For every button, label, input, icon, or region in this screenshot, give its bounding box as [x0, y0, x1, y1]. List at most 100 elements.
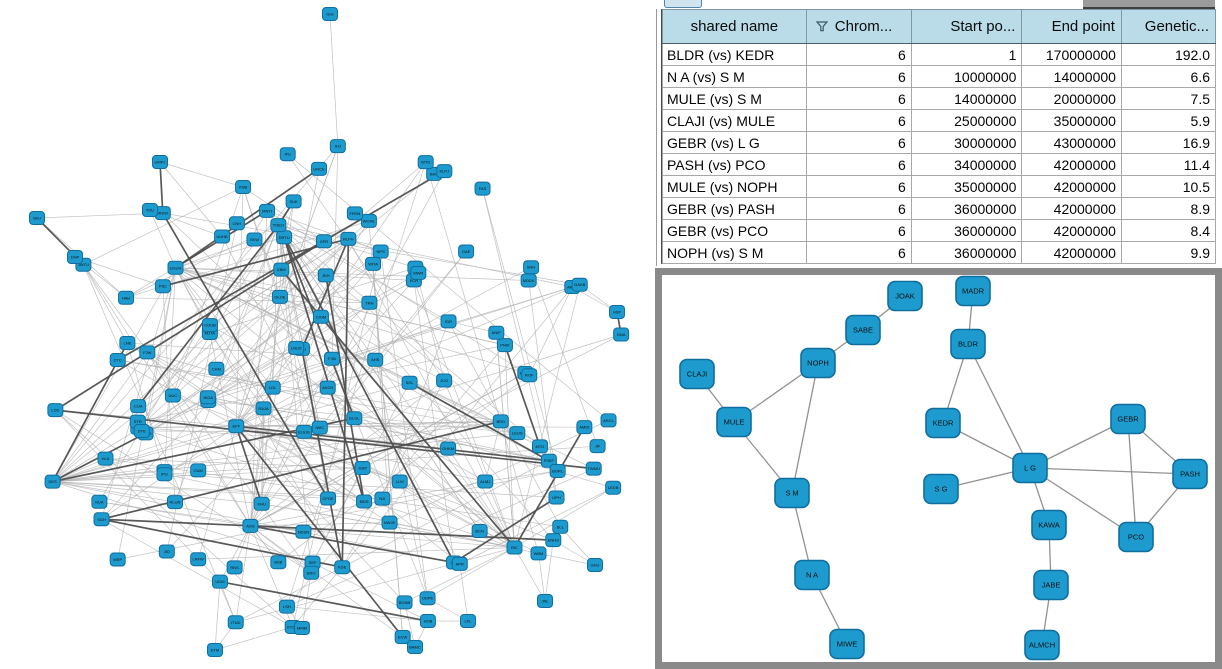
network-node[interactable]: IFU [279, 147, 296, 162]
network-node[interactable]: ALMJ [477, 474, 494, 489]
table-cell[interactable]: 6 [805, 241, 912, 264]
network-node[interactable]: HLA [97, 451, 114, 466]
table-cell[interactable]: 36000000 [910, 219, 1023, 242]
network-node[interactable]: ITUD [227, 615, 244, 630]
column-header-shared-name[interactable]: shared name [662, 9, 807, 44]
scrollbar-fragment[interactable] [1083, 0, 1215, 9]
table-cell[interactable]: 5.9 [1120, 109, 1217, 132]
table-cell[interactable]: 170000000 [1021, 43, 1122, 66]
network-node[interactable]: OLOE [271, 289, 288, 304]
network-node[interactable]: FAS [474, 181, 491, 196]
network-node[interactable]: BGNB [396, 595, 413, 610]
network-node[interactable]: EUUG [296, 424, 313, 439]
network-node[interactable]: CTC [109, 352, 126, 367]
network-view-secondary[interactable]: JOAK SABE NOPH CLAJI MULE S M N A MIWE MADR BLDR K… [662, 275, 1215, 662]
network-node[interactable]: JKOA [199, 390, 216, 405]
table-cell[interactable]: 6 [805, 197, 912, 220]
network-node[interactable]: NDSN [295, 524, 312, 539]
network-node[interactable]: MWR [410, 265, 427, 280]
table-cell[interactable]: 34000000 [910, 153, 1023, 176]
network-node[interactable]: OUM [190, 463, 207, 478]
node-GEBR[interactable]: GEBR [1110, 403, 1146, 435]
table-cell[interactable]: 6.6 [1120, 65, 1217, 88]
network-node[interactable]: NPS [372, 244, 389, 259]
network-node[interactable]: JIF [589, 439, 606, 454]
column-header-genetic[interactable]: Genetic... [1120, 9, 1217, 44]
filter-funnel-icon[interactable] [815, 21, 828, 32]
network-node[interactable]: ARCL [600, 413, 617, 428]
network-node[interactable]: JCO [436, 373, 453, 388]
network-node[interactable]: JNL [537, 594, 553, 608]
network-node[interactable]: AOS [242, 518, 259, 533]
column-header-start-position[interactable]: Start po... [910, 9, 1023, 44]
table-cell[interactable]: BLDR (vs) KEDR [662, 43, 807, 66]
network-node[interactable]: FJW [139, 345, 156, 360]
network-node[interactable]: HAH [118, 290, 135, 305]
network-node[interactable]: AHS [367, 352, 384, 367]
network-node[interactable]: BSB [270, 555, 287, 570]
network-node[interactable]: WITA [365, 256, 382, 271]
network-node[interactable]: WCML [360, 213, 377, 228]
column-header-end-point[interactable]: End point [1021, 9, 1122, 44]
table-cell[interactable]: 36000000 [910, 197, 1023, 220]
network-node[interactable]: KBM [273, 262, 290, 277]
table-cell[interactable]: 42000000 [1021, 153, 1122, 176]
node-S-G[interactable]: S G [923, 473, 959, 505]
network-node[interactable]: FFEM [346, 206, 363, 221]
network-node[interactable]: UDM [211, 574, 228, 589]
network-node[interactable]: UGUH [167, 260, 184, 275]
network-node[interactable]: FJN [323, 351, 340, 366]
table-cell[interactable]: 25000000 [910, 109, 1023, 132]
node-JOAK[interactable]: JOAK [887, 280, 923, 312]
network-node[interactable]: BORL [549, 463, 566, 478]
network-node[interactable]: SGL [401, 375, 418, 390]
node-MULE[interactable]: MULE [716, 406, 752, 438]
table-cell[interactable]: NOPH (vs) S M [662, 241, 807, 264]
table-cell[interactable]: 192.0 [1120, 43, 1217, 66]
network-node[interactable]: DRTU [276, 230, 293, 245]
network-node[interactable]: CIOM [312, 309, 329, 324]
network-node[interactable]: DKS [44, 474, 61, 489]
network-node[interactable]: RIC [506, 540, 523, 555]
network-edge[interactable] [1127, 418, 1137, 538]
attribute-table[interactable]: shared name Chrom... Start po... End point G… [662, 9, 1217, 264]
network-node[interactable]: SGH [93, 512, 110, 527]
network-view-main[interactable]: NJILNERLUNJGIPODPEJIFGLGLWOACFGELLMFSEFP… [0, 0, 655, 669]
network-node[interactable]: GAKB [571, 277, 588, 292]
network-node[interactable]: LDL [264, 380, 281, 395]
table-cell[interactable]: 6 [805, 153, 912, 176]
table-cell[interactable]: 6 [805, 131, 912, 154]
network-node[interactable]: LSH [278, 599, 295, 614]
table-cell[interactable]: 14000000 [910, 87, 1023, 110]
network-edge[interactable] [1029, 467, 1137, 538]
table-row[interactable]: NOPH (vs) S M 6 36000000 42000000 9.9 [662, 241, 1217, 264]
table-cell[interactable]: 43000000 [1021, 131, 1122, 154]
network-node[interactable]: ANIP [488, 325, 505, 340]
network-node[interactable]: SKU [29, 211, 45, 225]
large-network-canvas[interactable]: NJILNERLUNJGIPODPEJIFGLGLWOACFGELLMFSEFP… [0, 0, 655, 669]
table-cell[interactable]: 42000000 [1021, 241, 1122, 264]
table-cell[interactable]: 6 [805, 43, 912, 66]
table-cell[interactable]: 30000000 [910, 131, 1023, 154]
table-cell[interactable]: 10000000 [910, 65, 1023, 88]
network-node[interactable]: OAE [458, 244, 475, 259]
network-node[interactable]: LDD [47, 403, 64, 418]
network-node[interactable]: ROF [521, 368, 538, 383]
network-node[interactable]: ERO [303, 565, 320, 580]
table-cell[interactable]: 16.9 [1120, 131, 1217, 154]
network-node[interactable]: AKCH [319, 380, 336, 395]
network-node[interactable]: ODPE [419, 591, 436, 606]
network-node[interactable]: LEUG [509, 426, 526, 441]
node-S-M[interactable]: S M [774, 477, 810, 509]
network-node[interactable]: RNS [226, 560, 243, 575]
network-node[interactable]: LEDB [605, 480, 622, 495]
table-cell[interactable]: 20000000 [1021, 87, 1122, 110]
table-cell[interactable]: 7.5 [1120, 87, 1217, 110]
table-row[interactable]: GEBR (vs) PASH 6 36000000 42000000 8.9 [662, 197, 1217, 220]
network-node[interactable]: TRH [361, 295, 378, 310]
table-cell[interactable]: 36000000 [910, 241, 1023, 264]
network-node[interactable]: NJI [374, 491, 391, 506]
node-PCO[interactable]: PCO [1118, 521, 1154, 553]
table-cell[interactable]: GEBR (vs) L G [662, 131, 807, 154]
